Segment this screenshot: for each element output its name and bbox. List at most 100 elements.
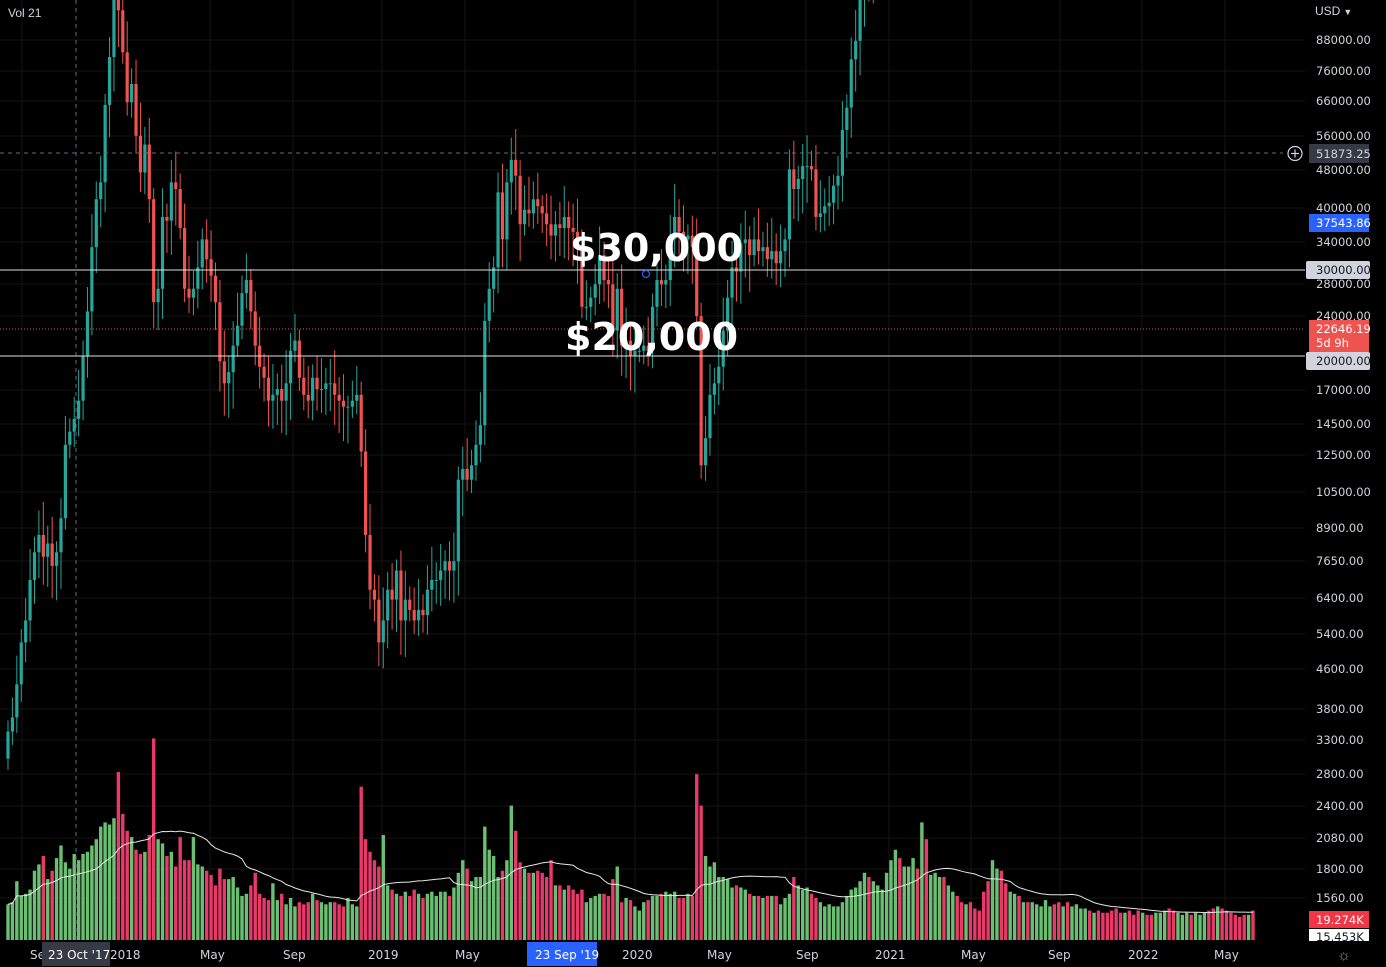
volume-bar (483, 826, 487, 940)
candle-body (809, 166, 814, 170)
candle-body (602, 255, 606, 281)
volume-bar (642, 902, 646, 940)
candle-body (293, 340, 297, 351)
volume-bar (964, 904, 968, 940)
annotation-30000: $30,000 (570, 226, 743, 270)
candle-body (553, 224, 558, 236)
time-axis-label: Sep (283, 948, 306, 962)
volume-bar (1198, 914, 1202, 940)
volume-bar (831, 906, 836, 940)
currency-selector[interactable]: USD ▼ (1315, 4, 1352, 18)
candle-body (46, 543, 50, 557)
volume-bar (765, 895, 770, 940)
volume-bar (1211, 908, 1215, 940)
volume-bar (103, 822, 107, 940)
volume-bar (730, 887, 734, 940)
candle-body (213, 275, 218, 303)
svg-text:23 Sep '19: 23 Sep '19 (535, 948, 599, 962)
candle-body (774, 251, 778, 264)
candle-body (748, 239, 752, 256)
candle-body (121, 10, 125, 53)
price-axis-label: 3300.00 (1316, 733, 1364, 747)
volume-bar (1207, 910, 1211, 940)
volume-bar (191, 837, 196, 940)
volume-bar (15, 881, 19, 940)
candle-body (275, 389, 279, 395)
volume-bar (1101, 912, 1105, 940)
volume-bar (871, 881, 876, 940)
price-axis-label: 48000.00 (1316, 163, 1371, 177)
volume-bar (425, 893, 430, 940)
candle-body (227, 372, 231, 384)
volume-bar (1114, 908, 1118, 940)
volume-bar (664, 891, 668, 940)
candle-body (306, 394, 310, 401)
add-alert-icon[interactable] (1287, 145, 1303, 162)
volume-bar (147, 835, 151, 940)
crosshair-price-tag[interactable]: 51873.25 (1285, 144, 1371, 163)
candle-body (178, 188, 182, 229)
volume-indicator-title[interactable]: Vol 21 (8, 6, 42, 20)
volume-bar (1189, 914, 1193, 940)
volume-bar (399, 895, 403, 940)
volume-bar (469, 881, 474, 940)
price-axis[interactable]: 88000.00 76000.00 66000.00 56000.00 48000.00… (1316, 33, 1371, 905)
volume-bar (1123, 912, 1127, 940)
candle-body (611, 284, 615, 331)
volume-bar (540, 872, 544, 940)
volume-bar (461, 860, 465, 940)
candle-body (831, 185, 836, 203)
volume-bar (1048, 906, 1052, 940)
volume-bar (1052, 904, 1057, 940)
volume-bar (368, 851, 372, 940)
candle-body (743, 239, 747, 244)
volume-bar (249, 885, 253, 940)
volume-bar (889, 860, 893, 940)
candle-body (686, 235, 690, 240)
volume-bar (968, 902, 973, 940)
volume-bar (756, 895, 761, 940)
candle-body (474, 444, 478, 466)
volume-bar (1193, 912, 1198, 940)
volume-bar (915, 868, 920, 940)
candle-body (593, 284, 597, 298)
volume-bar (655, 895, 659, 940)
candle-body (412, 609, 416, 621)
volume-bar (606, 895, 611, 940)
candle-body (734, 267, 739, 272)
candle-body (209, 259, 213, 276)
candle-body (196, 267, 200, 289)
candle-body (156, 288, 160, 303)
time-axis-label: Sep (796, 948, 819, 962)
volume-bar (911, 858, 915, 940)
candle-body (130, 83, 134, 103)
annotation-20000: $20,000 (565, 315, 738, 359)
drawing-anchor-handle[interactable] (641, 269, 651, 279)
volume-bar (505, 860, 509, 940)
price-axis-label: 4600.00 (1316, 662, 1364, 676)
volume-bar (213, 885, 218, 940)
candle-body (779, 251, 783, 264)
volume-bar (94, 839, 98, 940)
volume-bar (112, 818, 116, 940)
candle-body (99, 182, 103, 200)
volume-bar (456, 872, 461, 940)
candle-body (620, 288, 624, 346)
volume-bar (553, 885, 558, 940)
candle-body (355, 394, 359, 401)
candle-body (677, 216, 681, 232)
volume-bar (1149, 914, 1154, 940)
theme-toggle-icon[interactable]: ☼ (1337, 947, 1351, 964)
volume-bar (231, 877, 235, 940)
candle-body (461, 468, 465, 480)
candle-body (165, 216, 169, 221)
price-axis-label: 3800.00 (1316, 702, 1364, 716)
candle-body (527, 209, 531, 214)
candle-body (408, 599, 412, 610)
candle-body (509, 159, 513, 183)
price-axis-label: 17000.00 (1316, 383, 1371, 397)
time-axis[interactable]: Se 2018 May Sep 2019 May 2020 May Sep 2021 May Sep 2… (30, 948, 1239, 962)
volume-bar (1246, 914, 1251, 940)
candle-body (668, 239, 672, 281)
